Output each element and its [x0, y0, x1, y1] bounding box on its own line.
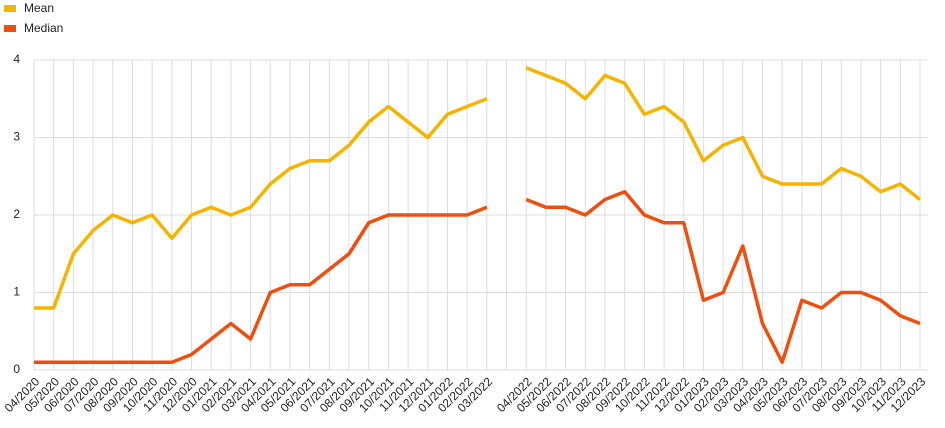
legend-swatch [4, 25, 16, 32]
legend-swatch [4, 5, 16, 12]
y-tick-label: 3 [13, 130, 20, 144]
series-line [34, 66, 922, 310]
y-tick-label: 2 [13, 207, 20, 221]
y-tick-label: 4 [13, 52, 20, 66]
legend-label: Mean [24, 1, 54, 15]
legend-label: Median [24, 21, 63, 35]
y-tick-label: 1 [13, 285, 20, 299]
series-line [34, 190, 921, 364]
y-tick-label: 0 [13, 362, 20, 376]
